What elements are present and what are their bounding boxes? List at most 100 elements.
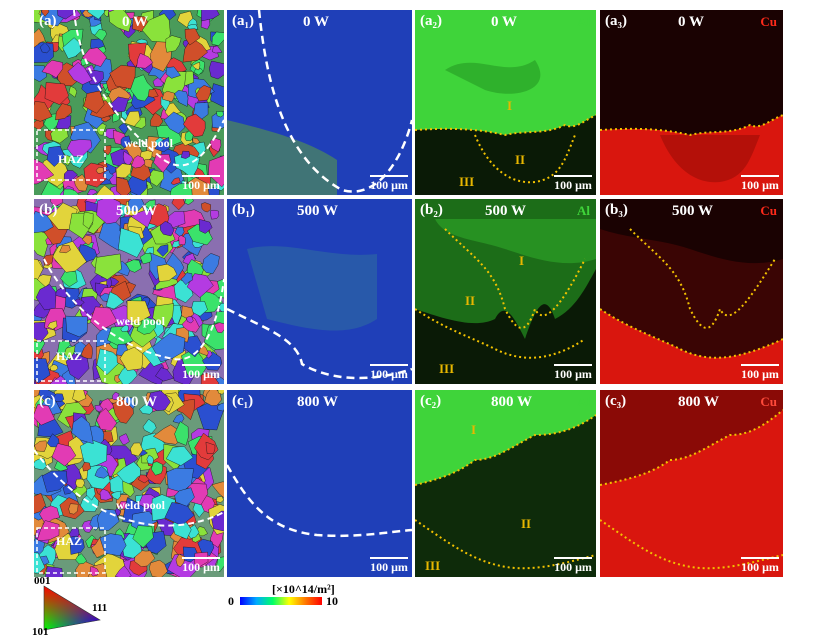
zone-label: I — [507, 98, 513, 113]
haz-label: HAZ — [56, 534, 83, 548]
al-map-c2: (c₂) 800 W Al I II III 100 μm — [415, 390, 596, 577]
grain — [94, 466, 110, 479]
grain — [122, 480, 135, 498]
grain — [41, 59, 64, 79]
grain — [53, 393, 65, 403]
grain — [50, 199, 64, 207]
grain — [36, 520, 60, 542]
colorbar-min: 0 — [228, 594, 234, 608]
grain — [114, 565, 132, 577]
grain — [99, 488, 113, 501]
zone-label: II — [521, 516, 532, 531]
grain — [71, 416, 94, 445]
haz-label: HAZ — [56, 349, 83, 363]
grain — [132, 525, 154, 548]
kam-map-b1: (b₁) 500 W 100 μm — [227, 199, 412, 384]
grain — [212, 45, 223, 54]
grain — [34, 492, 46, 514]
grain — [118, 122, 129, 135]
grain — [216, 556, 224, 573]
scale-bar-text: 100 μm — [554, 367, 592, 381]
panel-label: (c₂) — [420, 393, 442, 409]
element-label: Al — [577, 394, 590, 409]
weld-pool-label: weld pool — [116, 314, 166, 328]
grain — [112, 391, 120, 401]
grain — [34, 158, 55, 185]
panel-label: (a₁) — [232, 13, 254, 29]
power-label: 800 W — [678, 394, 719, 410]
grain — [110, 490, 122, 500]
element-label: Al — [577, 203, 590, 218]
grain — [138, 474, 150, 484]
element-label: Cu — [760, 203, 777, 218]
power-label: 500 W — [297, 203, 338, 219]
kam-colorbar: [×10^14/m²] 0 10 — [228, 582, 358, 614]
scale-bar: 100 μm — [554, 364, 592, 382]
grain — [201, 253, 220, 274]
grain — [169, 183, 193, 195]
scale-bar: 100 μm — [182, 557, 220, 575]
scale-bar-text: 100 μm — [554, 560, 592, 574]
grain — [186, 316, 194, 324]
scale-bar: 100 μm — [370, 175, 408, 193]
grain — [96, 407, 118, 432]
scale-bar-text: 100 μm — [370, 560, 408, 574]
colorbar-gradient — [240, 597, 322, 605]
grain — [69, 121, 101, 154]
grain — [184, 28, 201, 46]
panel-label: (a₃) — [605, 13, 627, 29]
grain — [49, 364, 59, 372]
zone-label: III — [439, 361, 455, 376]
grain — [126, 300, 151, 325]
grain — [201, 202, 212, 213]
grain — [86, 189, 98, 195]
ipf-label-001: 001 — [34, 575, 51, 587]
grain — [90, 306, 118, 332]
panel-label: (c) — [39, 393, 56, 409]
grain — [174, 487, 195, 507]
scale-bar-text: 100 μm — [182, 367, 220, 381]
grain — [94, 253, 122, 280]
grain — [201, 10, 220, 22]
cu-eds-map — [600, 10, 783, 195]
grain — [95, 166, 105, 174]
grain — [178, 235, 186, 246]
grain — [130, 442, 144, 457]
grain — [128, 199, 145, 212]
scale-bar-text: 100 μm — [741, 178, 779, 192]
grain — [75, 478, 85, 488]
grain — [211, 510, 224, 532]
grain — [131, 155, 146, 169]
power-label: 500 W — [485, 203, 526, 219]
grain — [63, 188, 80, 195]
grain — [81, 235, 93, 246]
grain — [208, 60, 224, 80]
grain — [125, 259, 142, 273]
scale-bar-text: 100 μm — [182, 178, 220, 192]
grain — [150, 461, 163, 476]
grain — [81, 47, 107, 67]
scale-bar: 100 μm — [182, 175, 220, 193]
power-label: 800 W — [297, 394, 338, 410]
grain — [102, 169, 114, 181]
grain — [112, 113, 121, 123]
element-label: Cu — [760, 394, 777, 409]
grain — [99, 533, 127, 557]
grain — [94, 404, 104, 413]
grain — [96, 199, 122, 225]
grain — [59, 245, 71, 254]
grain — [69, 535, 85, 555]
grain — [152, 303, 174, 329]
ipf-label-111: 111 — [92, 602, 108, 614]
grain — [82, 461, 91, 472]
cu-map-b3: (b₃) 500 W Cu 100 μm — [600, 199, 783, 384]
grain — [41, 10, 50, 17]
zone-label: II — [515, 152, 526, 167]
grain — [57, 10, 76, 20]
grain — [142, 418, 157, 434]
grain — [119, 433, 130, 445]
grain — [165, 446, 194, 466]
grain — [216, 110, 224, 118]
panel-label: (a) — [39, 13, 57, 29]
grain — [150, 112, 164, 127]
